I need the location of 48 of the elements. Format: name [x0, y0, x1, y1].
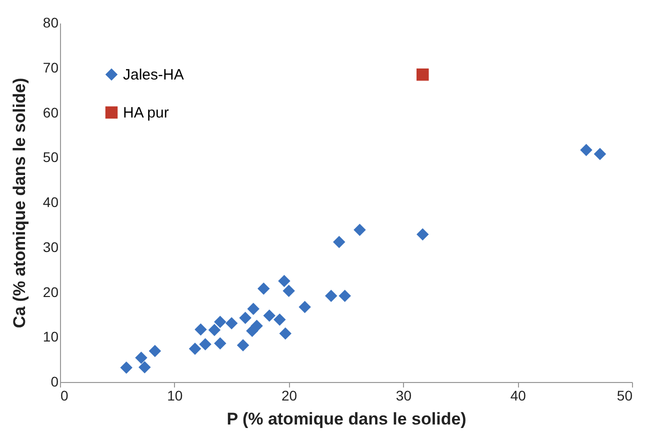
point — [214, 316, 226, 328]
point — [258, 282, 270, 295]
y-tick-label: 60 — [42, 104, 59, 120]
point — [199, 338, 212, 350]
point — [247, 302, 260, 315]
point — [188, 342, 202, 355]
point — [263, 309, 276, 322]
x-tick-label: 30 — [396, 388, 412, 404]
y-tick-label: 10 — [42, 328, 59, 345]
legend-label: HA pur — [123, 104, 169, 122]
point — [194, 323, 207, 336]
point — [325, 290, 338, 302]
point — [278, 274, 290, 288]
y-tick-label: 20 — [42, 284, 59, 300]
y-tick-label: 50 — [42, 149, 59, 166]
point — [274, 314, 286, 326]
point — [282, 284, 295, 298]
point — [594, 148, 606, 160]
x-tick-label: 10 — [167, 388, 183, 404]
point — [354, 224, 366, 236]
y-tick-label: 30 — [42, 238, 59, 255]
point — [298, 300, 311, 314]
point — [246, 324, 258, 337]
point — [416, 228, 429, 240]
y-tick-label: 80 — [42, 14, 59, 30]
y-tick-label: 70 — [42, 59, 59, 76]
legend-label: Jales-HA — [123, 66, 184, 84]
point — [138, 361, 151, 374]
point — [208, 324, 221, 336]
point — [580, 144, 592, 156]
point — [279, 327, 292, 340]
x-axis-title: P (% atomique dans le solide) — [226, 410, 466, 428]
point — [338, 290, 351, 302]
y-tick-label: 40 — [42, 194, 59, 210]
x-tick-label: 50 — [616, 388, 633, 404]
point — [416, 68, 429, 81]
point — [239, 312, 252, 324]
point — [135, 352, 148, 364]
point — [225, 317, 238, 330]
point — [120, 362, 132, 374]
x-tick-label: 20 — [282, 388, 298, 404]
point — [236, 339, 250, 352]
y-tick-label: 0 — [50, 374, 59, 390]
x-tick-label: 40 — [510, 388, 526, 404]
point — [214, 337, 226, 350]
point — [148, 344, 162, 358]
y-axis-title: Ca (% atomique dans le solide) — [10, 78, 29, 328]
point — [333, 236, 346, 248]
